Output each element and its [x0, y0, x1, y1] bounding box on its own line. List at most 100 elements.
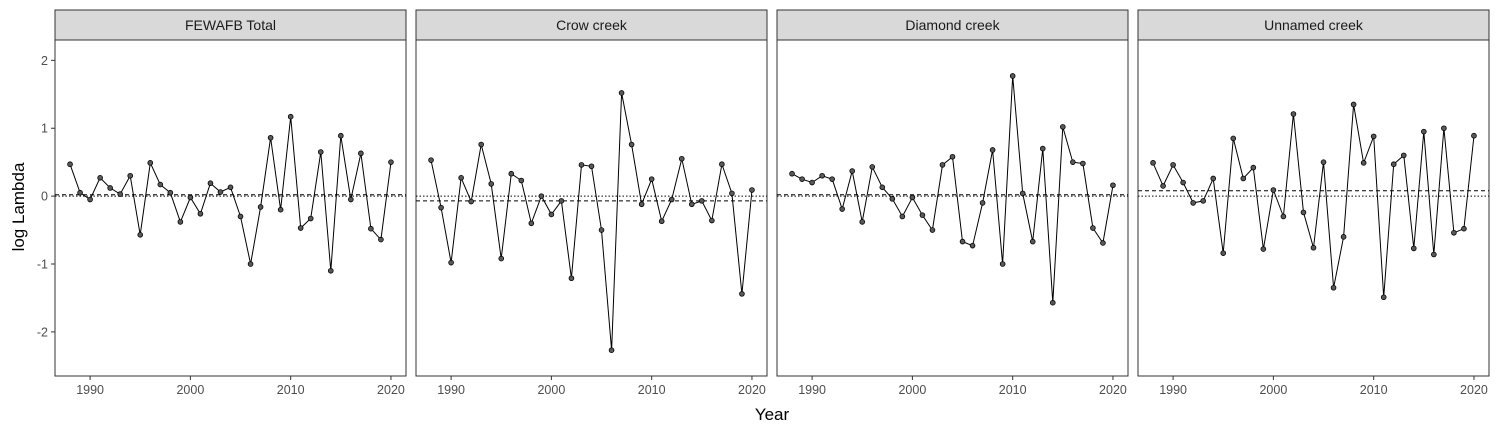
data-point: [1421, 128, 1427, 135]
data-point: [1461, 225, 1467, 232]
panel-border: [1137, 39, 1490, 377]
x-tick-label: 2010: [638, 383, 666, 397]
data-point: [949, 153, 956, 160]
facet-strip: [54, 9, 407, 41]
data-point: [939, 162, 946, 168]
data-point: [287, 113, 294, 120]
x-tick-label: 2010: [1360, 383, 1388, 397]
facet-panel: Diamond creek 1990 2000 2010 2020: [776, 9, 1129, 397]
data-point: [247, 261, 254, 267]
data-point: [749, 187, 755, 193]
data-point: [498, 255, 505, 262]
data-point: [909, 194, 916, 201]
x-tick-label: 2010: [277, 383, 305, 397]
data-point: [618, 90, 625, 96]
data-point: [307, 215, 314, 222]
x-tick-label: 2010: [999, 383, 1027, 397]
facet-panel: FEWAFB Total 1990 2000 2010 2020 -2 -1 0 1 2: [37, 9, 407, 397]
data-point: [267, 134, 274, 141]
data-point: [999, 261, 1006, 267]
data-point: [87, 196, 93, 203]
data-point: [1170, 162, 1176, 168]
data-point: [919, 212, 926, 218]
data-point: [538, 193, 545, 199]
data-point: [428, 157, 434, 163]
data-point: [1060, 124, 1066, 130]
data-point: [1039, 145, 1046, 152]
data-point: [608, 347, 615, 354]
data-point: [658, 218, 665, 225]
data-point: [1451, 229, 1457, 236]
data-point: [1019, 190, 1026, 197]
panel-border: [776, 39, 1129, 377]
data-point: [1150, 160, 1156, 166]
data-point: [989, 147, 996, 153]
data-point: [327, 267, 334, 274]
data-point: [638, 201, 645, 208]
data-point: [167, 189, 174, 196]
data-point: [217, 189, 224, 195]
data-point: [1320, 159, 1327, 165]
data-point: [899, 213, 906, 220]
x-tick-label: 1990: [76, 383, 104, 397]
data-point: [137, 232, 144, 238]
data-point: [839, 206, 845, 212]
data-point: [358, 150, 364, 157]
data-point: [1049, 299, 1056, 306]
facet-strip-title: Crow creek: [556, 17, 628, 33]
data-point: [1360, 160, 1367, 166]
data-point: [368, 225, 374, 232]
data-point: [177, 219, 184, 225]
data-point: [879, 184, 886, 191]
data-point: [348, 196, 354, 203]
data-point: [528, 220, 535, 227]
data-point: [237, 213, 244, 220]
data-point: [1471, 132, 1477, 139]
y-tick-label: 1: [41, 122, 48, 136]
data-point: [729, 190, 735, 197]
data-point: [678, 155, 685, 162]
data-point: [207, 180, 214, 187]
data-point: [709, 217, 715, 224]
data-point: [1230, 135, 1237, 142]
data-point: [458, 174, 464, 181]
facet-panels: FEWAFB Total 1990 2000 2010 2020 -2 -1 0 1 2 Crow …: [37, 9, 1490, 397]
x-tick-label: 1990: [437, 383, 465, 397]
data-point: [1431, 251, 1437, 258]
data-point: [1029, 238, 1036, 245]
data-point: [338, 132, 344, 139]
x-tick-label: 2000: [176, 383, 204, 397]
data-point: [1290, 111, 1297, 117]
data-point: [849, 168, 856, 174]
data-point: [257, 204, 264, 210]
data-point: [1400, 152, 1407, 159]
data-point: [1210, 175, 1217, 182]
y-tick-label: -2: [37, 325, 48, 339]
data-point: [969, 242, 976, 249]
x-tick-label: 2000: [537, 383, 565, 397]
x-tick-label: 2020: [1099, 383, 1127, 397]
facet-strip-title: Unnamed creek: [1264, 17, 1364, 33]
y-axis-title: log Lambda: [9, 162, 28, 251]
x-axis-title: Year: [755, 405, 790, 424]
x-tick-label: 2020: [377, 383, 405, 397]
data-point: [1100, 240, 1106, 246]
x-tick-label: 1990: [1159, 383, 1187, 397]
data-point: [67, 161, 73, 168]
data-point: [1260, 246, 1267, 252]
data-point: [548, 211, 555, 218]
data-point: [518, 177, 525, 184]
data-point: [568, 275, 575, 282]
data-point: [929, 227, 936, 233]
data-point: [598, 227, 605, 233]
data-point: [478, 141, 484, 148]
data-point: [187, 194, 194, 201]
data-point: [1160, 183, 1166, 189]
data-point: [1090, 225, 1096, 231]
data-point: [628, 141, 635, 148]
data-point: [648, 176, 655, 182]
data-point: [117, 191, 123, 197]
data-point: [157, 181, 164, 188]
data-point: [1110, 182, 1116, 189]
data-point: [558, 198, 565, 204]
